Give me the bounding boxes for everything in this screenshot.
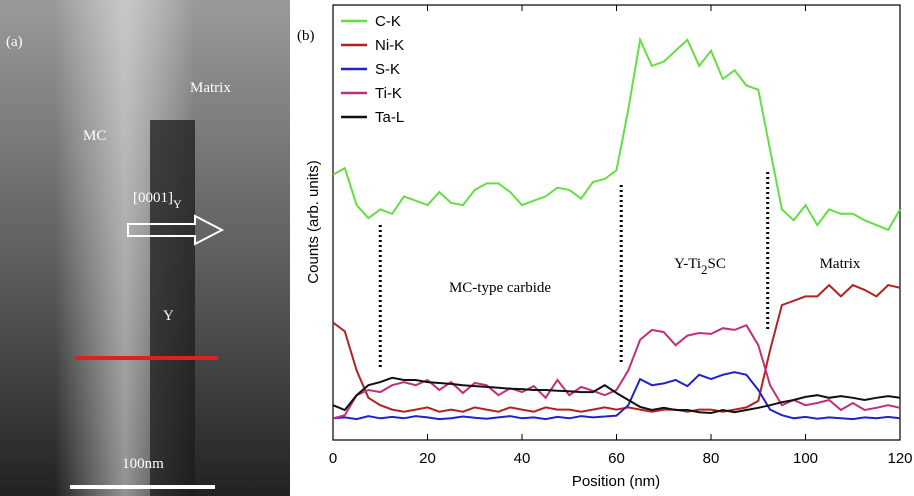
legend-label: S-K <box>375 61 400 78</box>
x-tick-label: 60 <box>608 450 625 467</box>
region-label: Y <box>163 308 174 324</box>
panel-label: (b) <box>297 28 315 44</box>
page: (a) MC Matrix Y [0001]Y 100nm (b) Positi… <box>0 0 914 496</box>
legend-label: Ti-K <box>375 85 402 102</box>
chart: (b) Position (nm) Counts (arb. units) MC… <box>297 5 913 490</box>
x-axis-label: Position (nm) <box>572 473 660 490</box>
scale-label: 100nm <box>122 456 164 472</box>
region-label: MC <box>83 128 106 144</box>
legend-label: C-K <box>375 13 401 30</box>
direction-subscript: Y <box>173 197 182 211</box>
legend-label: Ta-L <box>375 109 404 126</box>
panel-label: (a) <box>6 34 23 50</box>
region-label: Matrix <box>820 256 861 272</box>
x-tick-label: 0 <box>329 450 337 467</box>
x-tick-label: 120 <box>887 450 912 467</box>
micrograph: (a) MC Matrix Y [0001]Y 100nm <box>0 0 290 496</box>
legend-label: Ni-K <box>375 37 404 54</box>
x-tick-label: 40 <box>514 450 531 467</box>
region-label-part: SC <box>708 256 726 272</box>
x-tick-label: 20 <box>419 450 436 467</box>
y-axis-label: Counts (arb. units) <box>305 160 322 283</box>
x-tick-label: 80 <box>703 450 720 467</box>
direction-text: [0001] <box>133 190 173 206</box>
figure: (a) MC Matrix Y [0001]Y 100nm (b) Positi… <box>0 0 914 496</box>
x-tick-label: 100 <box>793 450 818 467</box>
region-label: Matrix <box>190 80 231 96</box>
region-label-part: Y-Ti <box>674 256 701 272</box>
region-label: MC-type carbide <box>449 280 551 296</box>
